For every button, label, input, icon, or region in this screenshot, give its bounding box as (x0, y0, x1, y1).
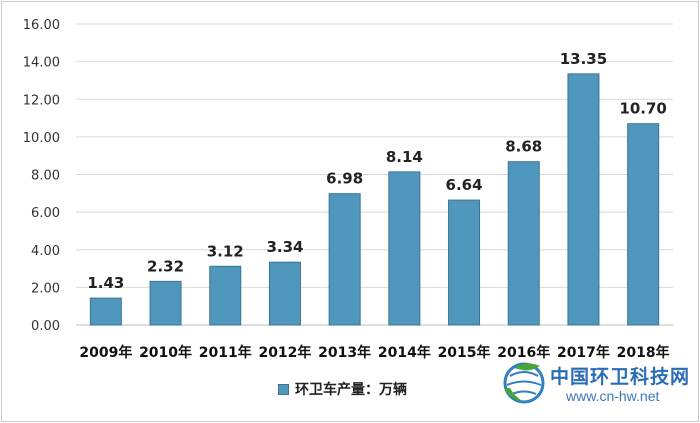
bar (507, 161, 540, 326)
y-tick-label: 8.00 (31, 169, 60, 184)
bar (328, 193, 361, 326)
watermark-url: www.cn-hw.net (566, 388, 660, 404)
data-label: 1.43 (87, 274, 124, 292)
x-tick-label: 2018年 (617, 344, 670, 361)
bar (268, 261, 301, 326)
y-tick-label: 0.00 (31, 319, 60, 334)
legend-label: 环卫车产量：万辆 (295, 382, 407, 398)
data-label: 8.14 (386, 148, 423, 166)
x-tick-label: 2011年 (199, 344, 252, 361)
watermark: 中国环卫科技网 www.cn-hw.net (500, 358, 690, 412)
x-tick-label: 2010年 (139, 344, 192, 361)
watermark-name: 中国环卫科技网 (550, 366, 691, 388)
legend: 环卫车产量：万辆 (278, 379, 407, 399)
x-tick-label: 2014年 (378, 344, 431, 361)
bar (627, 123, 660, 326)
bar (567, 73, 600, 326)
bar (388, 171, 421, 326)
bar (149, 280, 182, 326)
x-tick-label: 2016年 (497, 344, 550, 361)
y-tick-label: 4.00 (31, 244, 60, 259)
bar (209, 265, 242, 326)
bar (448, 199, 481, 326)
data-label: 10.70 (619, 100, 666, 118)
legend-swatch (278, 383, 289, 395)
y-tick-label: 6.00 (31, 206, 60, 221)
x-tick-label: 2015年 (438, 344, 491, 361)
y-tick-label: 10.00 (23, 131, 60, 146)
y-tick-label: 14.00 (23, 56, 60, 71)
x-tick-label: 2012年 (258, 344, 311, 361)
data-label: 6.64 (446, 176, 483, 194)
data-label: 3.12 (207, 242, 244, 260)
data-label: 13.35 (560, 50, 607, 68)
data-label: 3.34 (266, 238, 303, 256)
y-tick-label: 12.00 (23, 93, 60, 108)
label-layer: 0.00 2.00 4.00 6.00 8.00 10.00 12.00 14.00 16.00… (23, 18, 670, 361)
data-label: 2.32 (147, 257, 184, 275)
bar (89, 297, 122, 326)
bar-layer (89, 73, 660, 326)
x-tick-label: 2013年 (318, 344, 371, 361)
y-tick-label: 16.00 (23, 18, 60, 33)
data-label: 6.98 (326, 170, 363, 188)
globe-logo-icon (503, 362, 545, 404)
y-tick-label: 2.00 (31, 281, 60, 296)
x-tick-label: 2017年 (557, 344, 610, 361)
data-label: 8.68 (505, 138, 542, 156)
x-tick-label: 2009年 (79, 344, 132, 361)
